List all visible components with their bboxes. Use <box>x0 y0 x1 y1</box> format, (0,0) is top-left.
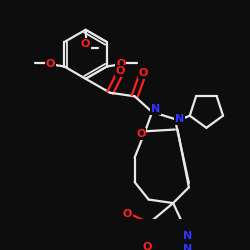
Text: O: O <box>139 68 148 78</box>
Text: O: O <box>123 208 132 218</box>
Text: N: N <box>182 244 192 250</box>
Text: O: O <box>136 129 145 139</box>
Text: O: O <box>116 66 125 76</box>
Text: O: O <box>46 59 55 69</box>
Text: O: O <box>81 39 90 49</box>
Text: N: N <box>182 231 192 241</box>
Text: O: O <box>116 59 126 69</box>
Text: N: N <box>151 104 160 115</box>
Text: N: N <box>175 114 184 124</box>
Text: O: O <box>142 242 152 250</box>
